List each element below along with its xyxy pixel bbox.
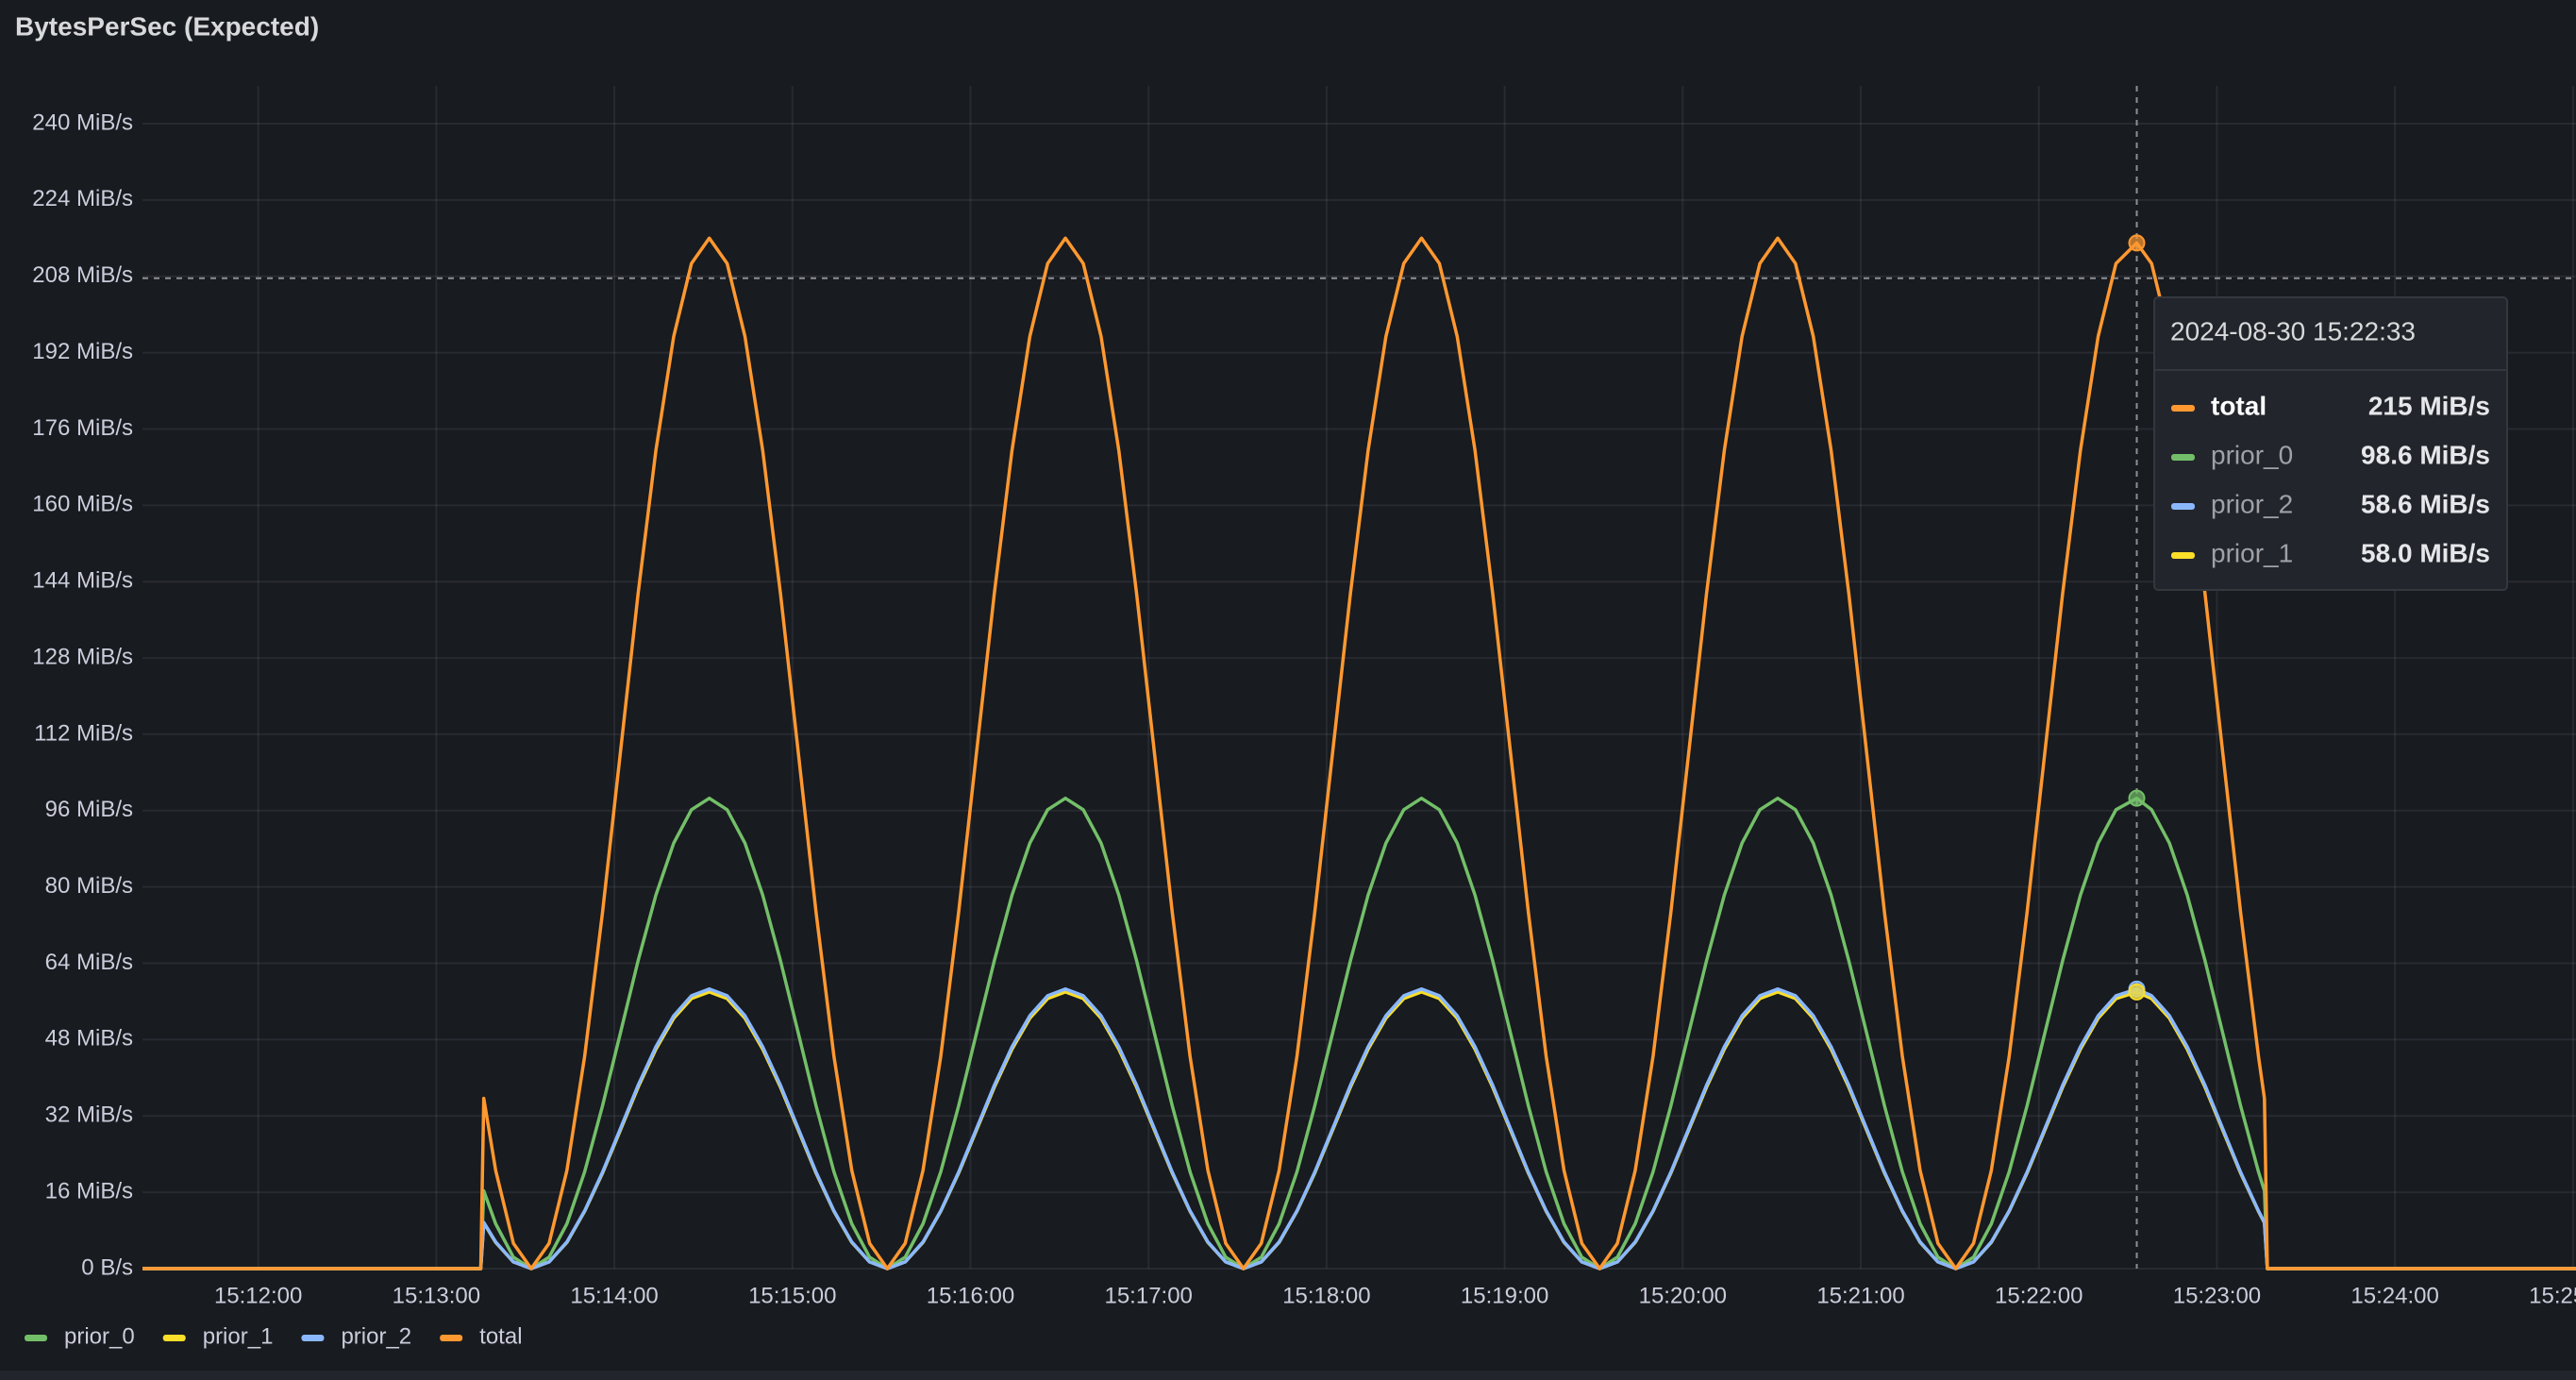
x-tick-label: 15:16:00 — [927, 1283, 1014, 1308]
y-tick-label: 176 MiB/s — [32, 415, 133, 441]
y-tick-label: 224 MiB/s — [32, 186, 133, 211]
y-tick-label: 208 MiB/s — [32, 262, 133, 288]
legend-label: total — [479, 1323, 522, 1349]
hover-point — [2128, 983, 2146, 1001]
hover-point — [2128, 789, 2146, 807]
panel-footer — [0, 1371, 2576, 1380]
x-tick-label: 15:14:00 — [570, 1283, 658, 1308]
series-line — [142, 796, 2576, 1271]
y-tick-label: 48 MiB/s — [45, 1026, 133, 1052]
tooltip-swatch — [2171, 405, 2195, 412]
tooltip-value: 58.0 MiB/s — [2361, 538, 2490, 567]
tooltip-series-name: prior_2 — [2211, 489, 2293, 518]
y-tick-label: 192 MiB/s — [32, 339, 133, 364]
tooltip-value: 58.6 MiB/s — [2361, 489, 2490, 518]
tooltip: 2024-08-30 15:22:33 total 215 MiB/s prior_0… — [2153, 296, 2508, 591]
y-tick-label: 32 MiB/s — [45, 1102, 133, 1128]
x-tick-label: 15:24:00 — [2350, 1283, 2438, 1308]
y-tick-label: 128 MiB/s — [32, 644, 133, 669]
tooltip-series-name: prior_0 — [2211, 440, 2293, 469]
x-tick-label: 15:12:00 — [214, 1283, 302, 1308]
tooltip-swatch — [2171, 454, 2195, 461]
y-tick-label: 112 MiB/s — [34, 720, 133, 746]
y-tick-label: 80 MiB/s — [45, 873, 133, 899]
x-tick-label: 15:21:00 — [1816, 1283, 1904, 1308]
y-tick-label: 96 MiB/s — [45, 797, 133, 822]
tooltip-series-name: total — [2211, 391, 2267, 420]
tooltip-value: 215 MiB/s — [2368, 391, 2490, 420]
y-tick-label: 16 MiB/s — [45, 1178, 133, 1203]
y-tick-label: 160 MiB/s — [32, 492, 133, 517]
legend-swatch — [440, 1335, 463, 1341]
y-tick-label: 64 MiB/s — [45, 950, 133, 975]
hover-point — [2128, 234, 2146, 252]
y-tick-label: 144 MiB/s — [32, 568, 133, 594]
y-tick-label: 0 B/s — [81, 1254, 133, 1280]
series-line — [142, 236, 2576, 1271]
legend-label: prior_1 — [203, 1323, 274, 1349]
x-tick-label: 15:23:00 — [2173, 1283, 2261, 1308]
legend-swatch — [25, 1335, 47, 1341]
tooltip-time: 2024-08-30 15:22:33 — [2170, 316, 2416, 345]
legend-label: prior_0 — [64, 1323, 135, 1349]
x-tick-label: 15:22:00 — [1995, 1283, 2083, 1308]
tooltip-series-name: prior_1 — [2211, 538, 2293, 567]
legend-swatch — [301, 1335, 325, 1341]
tooltip-swatch — [2171, 552, 2195, 559]
tooltip-value: 98.6 MiB/s — [2361, 440, 2490, 469]
x-tick-label: 15:20:00 — [1639, 1283, 1727, 1308]
series-line — [142, 987, 2576, 1271]
y-tick-label: 240 MiB/s — [32, 109, 133, 135]
x-tick-label: 15:25:00 — [2529, 1283, 2576, 1308]
x-tick-label: 15:19:00 — [1461, 1283, 1548, 1308]
x-tick-label: 15:15:00 — [748, 1283, 836, 1308]
chart-title: BytesPerSec (Expected) — [15, 11, 319, 41]
legend-label: prior_2 — [341, 1323, 411, 1349]
x-tick-label: 15:18:00 — [1282, 1283, 1370, 1308]
x-tick-label: 15:17:00 — [1104, 1283, 1192, 1308]
legend-swatch — [162, 1335, 186, 1341]
x-tick-label: 15:13:00 — [393, 1283, 480, 1308]
tooltip-swatch — [2171, 503, 2195, 510]
